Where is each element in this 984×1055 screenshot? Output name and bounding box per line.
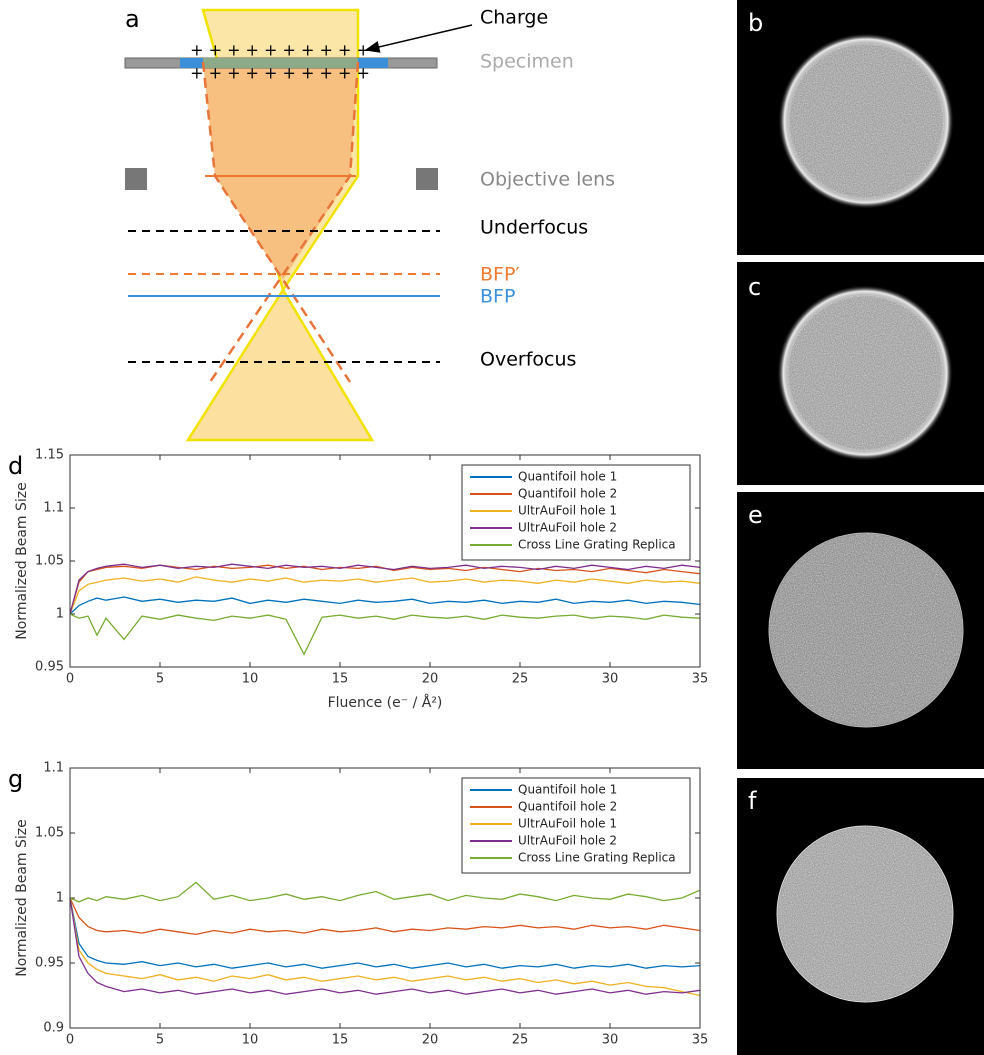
y-tick-label: 0.9 <box>43 1021 64 1036</box>
x-tick-label: 30 <box>602 1033 619 1048</box>
legend-label: Cross Line Grating Replica <box>518 538 676 552</box>
legend-label: Quantifoil hole 1 <box>518 470 617 484</box>
panel-label: a <box>125 5 140 33</box>
y-tick-label: 0.95 <box>35 660 64 675</box>
x-tick-label: 30 <box>602 672 619 687</box>
panel-label: d <box>8 452 23 480</box>
label: Objective lens <box>480 169 615 191</box>
noise <box>787 295 943 451</box>
beam-lower <box>185 287 375 442</box>
series-line <box>69 596 701 615</box>
x-tick-label: 15 <box>332 1033 349 1048</box>
y-tick-label: 1 <box>56 607 64 622</box>
legend-label: UltrAuFoil hole 1 <box>518 817 617 831</box>
legend-label: Quantifoil hole 1 <box>518 783 617 797</box>
diagram: a + + + + + + + + + + + + + + + + + + + … <box>124 5 615 442</box>
series-line <box>69 897 701 936</box>
charge-signs: + + + + + + + + + + <box>190 64 370 83</box>
x-tick-label: 0 <box>66 1033 74 1048</box>
series-line <box>69 897 701 997</box>
x-tick-label: 25 <box>512 1033 529 1048</box>
micrographs: b c e f <box>737 0 984 1055</box>
series-line <box>69 613 701 656</box>
noise <box>788 43 944 199</box>
ray <box>201 61 360 383</box>
legend-label: UltrAuFoil hole 1 <box>518 504 617 518</box>
noise <box>770 534 962 726</box>
x-tick-label: 20 <box>422 1033 439 1048</box>
specimen-overlap <box>203 58 358 68</box>
y-tick-label: 1.05 <box>35 554 64 569</box>
series-line <box>69 897 701 969</box>
x-tick-label: 5 <box>156 672 164 687</box>
y-tick-label: 1 <box>56 891 64 906</box>
arrow <box>364 24 473 53</box>
y-tick-label: 1.1 <box>43 501 64 516</box>
label: BFP′ <box>480 264 520 286</box>
panel-label: e <box>748 501 763 529</box>
series-line <box>69 897 701 995</box>
x-tick-label: 35 <box>692 672 709 687</box>
panel-label: f <box>748 787 757 815</box>
lens <box>416 168 438 190</box>
lens <box>125 168 147 190</box>
y-tick-label: 1.1 <box>43 761 64 776</box>
legend-label: UltrAuFoil hole 2 <box>518 834 617 848</box>
y-tick-label: 1.05 <box>35 826 64 841</box>
series-line <box>69 563 701 615</box>
panel-label: b <box>748 9 763 37</box>
label: Charge <box>480 7 548 29</box>
charge-signs: + + + + + + + + + + <box>190 41 370 60</box>
y-axis-label: Normalized Beam Size <box>14 819 30 976</box>
noise <box>778 827 952 1001</box>
x-tick-label: 15 <box>332 672 349 687</box>
legend-label: Quantifoil hole 2 <box>518 487 617 501</box>
x-tick-label: 25 <box>512 672 529 687</box>
x-tick-label: 5 <box>156 1033 164 1048</box>
beam-inner <box>203 62 358 280</box>
x-tick-label: 0 <box>66 672 74 687</box>
legend-label: Cross Line Grating Replica <box>518 851 676 865</box>
legend-label: Quantifoil hole 2 <box>518 800 617 814</box>
x-tick-label: 35 <box>692 1033 709 1048</box>
series-line <box>69 576 701 615</box>
label: Underfocus <box>480 217 588 239</box>
x-tick-label: 10 <box>242 1033 259 1048</box>
series-line <box>69 881 701 903</box>
x-tick-label: 10 <box>242 672 259 687</box>
y-tick-label: 0.95 <box>35 956 64 971</box>
panel-label: g <box>8 765 23 793</box>
panel-label: c <box>748 273 761 301</box>
label: Specimen <box>480 51 574 73</box>
plot-frame <box>69 454 701 668</box>
legend-label: UltrAuFoil hole 2 <box>518 521 617 535</box>
plot-frame <box>69 767 701 1029</box>
x-tick-label: 20 <box>422 672 439 687</box>
series-line <box>69 564 701 615</box>
y-tick-label: 1.15 <box>35 448 64 463</box>
label: BFP <box>480 286 515 308</box>
y-axis-label: Normalized Beam Size <box>14 482 30 639</box>
label: Overfocus <box>480 349 576 371</box>
x-axis-label: Fluence (e⁻ / Å²) <box>328 694 443 711</box>
